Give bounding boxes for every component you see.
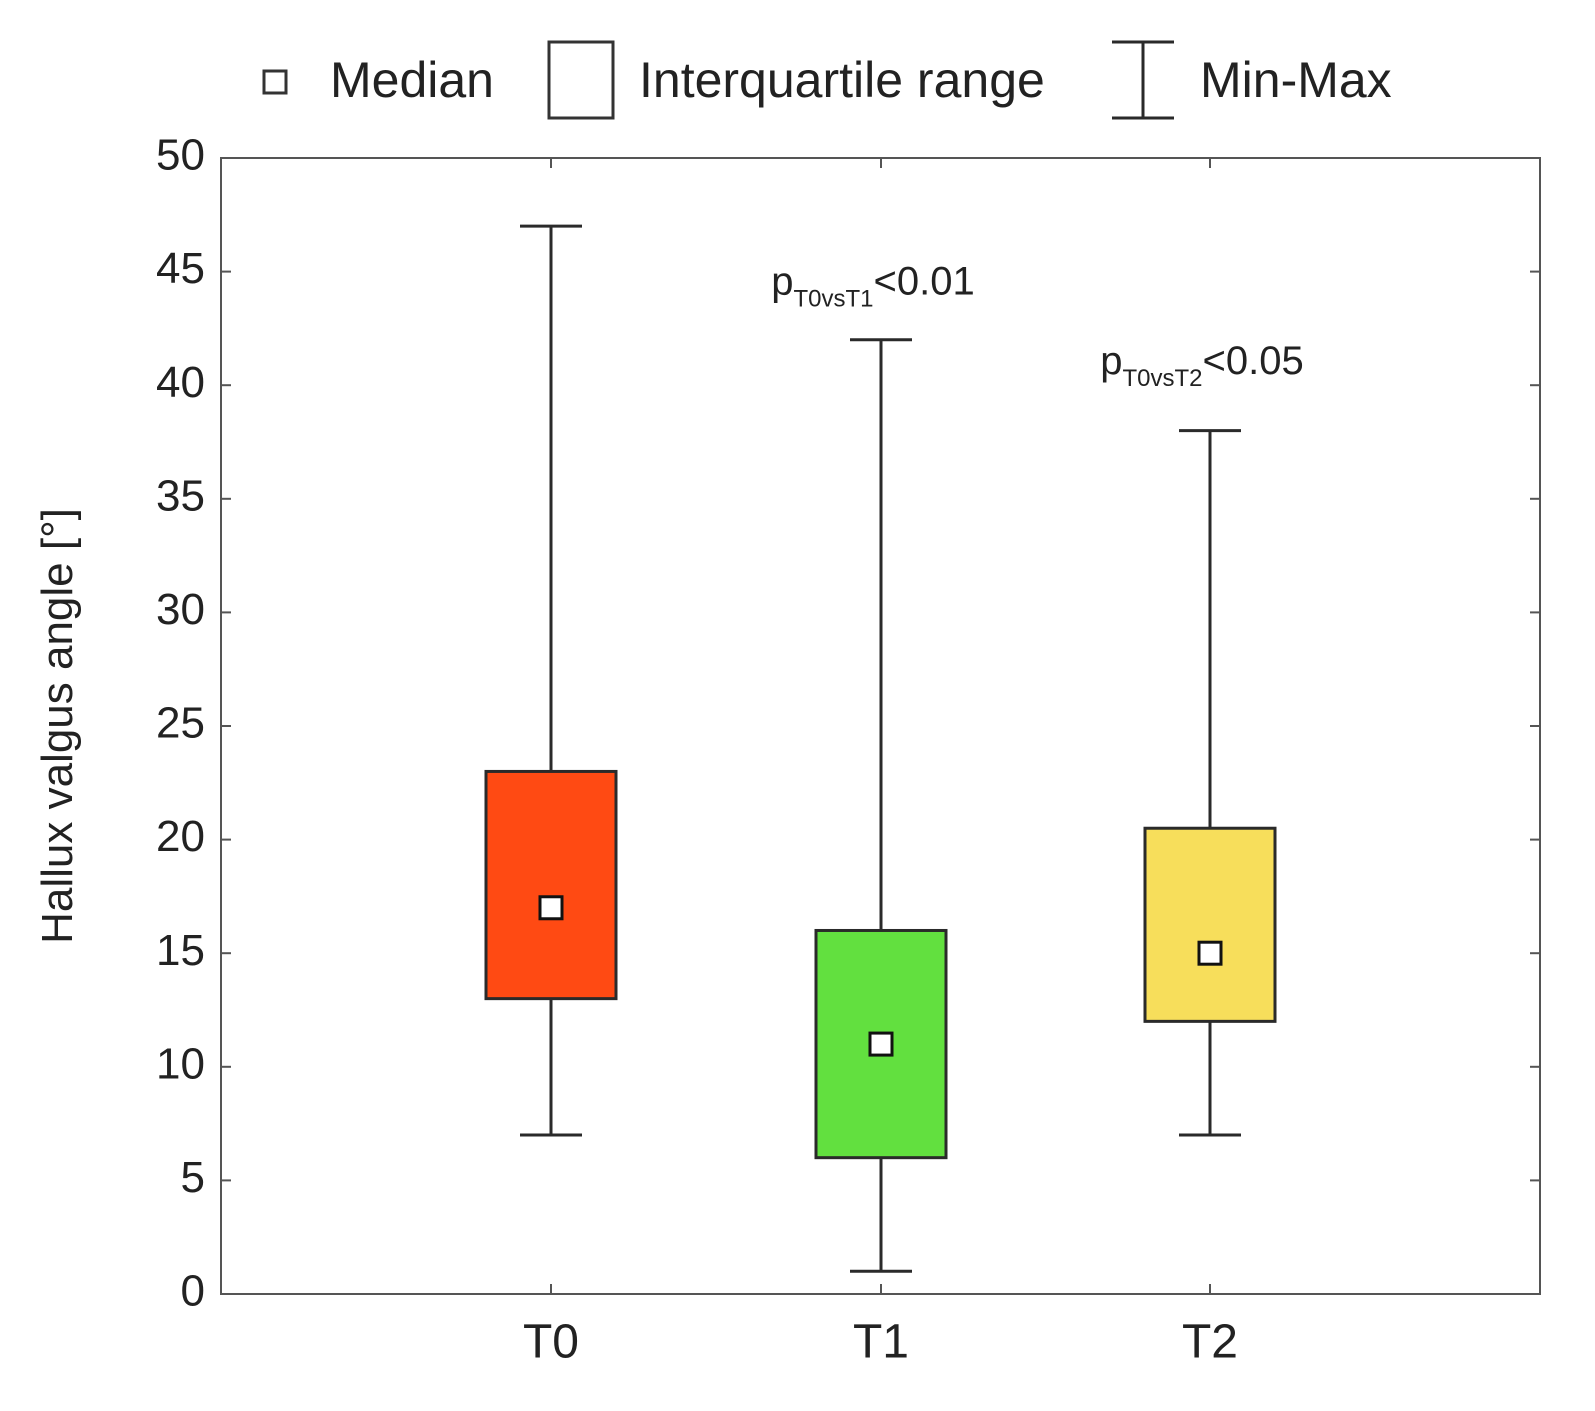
box-group-T0: [484, 224, 618, 1137]
y-tick-label: 50: [156, 131, 205, 180]
p-value-threshold: <0.05: [1203, 339, 1304, 383]
legend-minmax-label: Min-Max: [1200, 52, 1392, 108]
y-axis-label: Hallux valgus angle [°]: [33, 508, 82, 944]
x-tick-label-T0: T0: [523, 1316, 579, 1369]
iqr-box-T0: [484, 769, 618, 1001]
median-marker-T1: [868, 1031, 894, 1057]
legend-median-marker: [262, 69, 288, 95]
y-tick-label: 35: [156, 471, 205, 520]
median-marker-T0: [538, 895, 564, 921]
x-axis: T0 T1 T2: [523, 158, 1238, 1369]
p-value-subscript: T0vsT2: [1123, 365, 1203, 392]
y-tick-label: 45: [156, 244, 205, 293]
p-value-threshold: <0.01: [874, 259, 975, 303]
legend-iqr-label: Interquartile range: [639, 52, 1045, 108]
box-group-T1: [814, 338, 948, 1273]
y-tick-label: 20: [156, 812, 205, 861]
legend-whisker-icon: [1112, 40, 1174, 120]
p-value-subscript: T0vsT1: [794, 285, 874, 312]
y-tick-label: 25: [156, 699, 205, 748]
y-tick-label: 0: [181, 1267, 205, 1316]
y-tick-label: 40: [156, 358, 205, 407]
legend: Median Interquartile range Min-Max: [262, 40, 1392, 120]
legend-iqr-box: [547, 40, 615, 120]
iqr-box-T2: [1143, 826, 1277, 1023]
box-group-T2: [1143, 429, 1277, 1137]
box-series: [484, 224, 1277, 1273]
x-tick-label-T1: T1: [853, 1316, 909, 1369]
y-tick-label: 30: [156, 585, 205, 634]
y-tick-label: 15: [156, 926, 205, 975]
median-marker-T2: [1197, 940, 1223, 966]
p-value-prefix: p: [1100, 339, 1122, 383]
y-tick-label: 10: [156, 1039, 205, 1088]
p-value-annotation-T2: pT0vsT2<0.05: [1100, 339, 1303, 392]
legend-median-label: Median: [330, 52, 494, 108]
y-tick-label: 5: [181, 1153, 205, 1202]
p-value-annotation-T1: pT0vsT1<0.01: [771, 259, 974, 312]
x-tick-label-T2: T2: [1182, 1316, 1238, 1369]
p-value-prefix: p: [771, 259, 793, 303]
y-axis: 0 5 10 15 20 25 30 35 40 45 50: [156, 131, 1540, 1316]
